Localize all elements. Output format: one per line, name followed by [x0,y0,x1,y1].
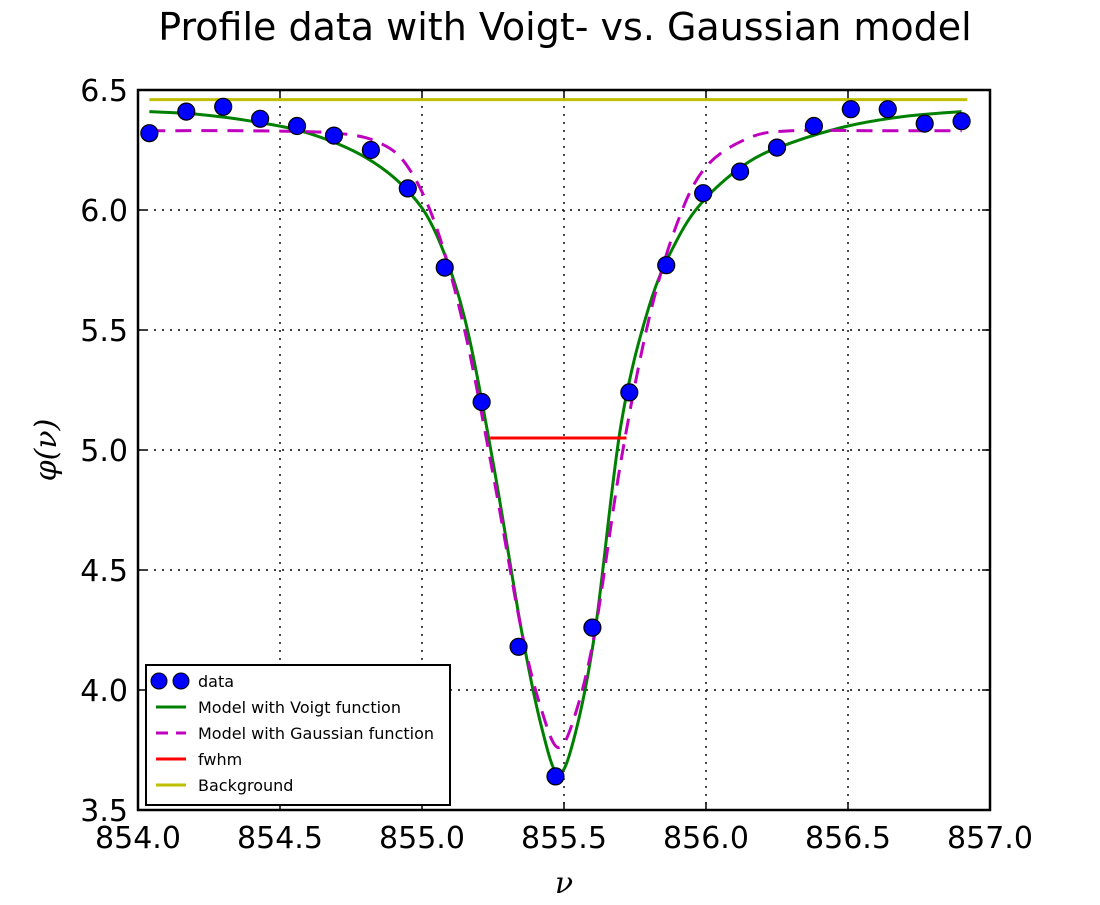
data-point [361,140,380,160]
legend-box [145,664,451,806]
legend-label-model-with-gaussian-function: Model with Gaussian function [198,724,434,743]
data-point [694,184,713,203]
data-point [657,256,676,275]
series-line-model-with-gaussian-function [149,128,962,750]
legend-label-data: data [198,672,234,691]
data-point [841,100,860,119]
y-tick-label: 6.0 [80,194,128,229]
legend-marker-data [150,672,168,690]
data-point [620,383,639,402]
data-point [140,124,159,143]
legend-label-model-with-voigt-function: Model with Voigt function [198,698,401,717]
data-point [952,112,971,131]
y-tick-label: 4.0 [80,674,128,709]
data-point [435,258,454,277]
x-tick-label: 854.5 [237,821,323,856]
data-point [915,114,934,133]
data-point [177,102,196,121]
legend-marker-data [172,672,190,690]
data-point [878,100,897,119]
data-point [251,109,270,128]
data-point [767,138,787,157]
y-tick-label: 6.5 [80,74,128,109]
x-tick-label: 854.0 [95,821,181,856]
data-point [730,162,750,181]
plot-frame [136,88,992,812]
y-tick-label: 5.0 [80,434,128,469]
y-tick-label: 3.5 [80,794,128,829]
data-point [398,179,417,198]
x-tick-label: 856.5 [805,821,891,856]
y-axis-label: φ(ν) [29,419,64,482]
y-tick-label: 4.5 [80,554,128,589]
x-axis-label: ν [555,866,573,900]
x-tick-label: 856.0 [663,821,749,856]
legend-label-fwhm: fwhm [198,750,242,769]
data-point [214,97,233,116]
chart-title: Profile data with Voigt- vs. Gaussian mo… [158,5,971,49]
data-point [472,392,491,412]
x-tick-label: 855.0 [379,821,465,856]
legend-label-background: Background [198,776,293,795]
data-point [583,618,602,637]
data-point [804,116,824,136]
x-tick-label: 857.0 [947,821,1033,856]
data-point [546,767,565,786]
data-point [324,126,344,145]
data-point [509,637,528,656]
data-point [287,116,307,136]
x-tick-label: 855.5 [521,821,607,856]
y-tick-label: 5.5 [80,314,128,349]
